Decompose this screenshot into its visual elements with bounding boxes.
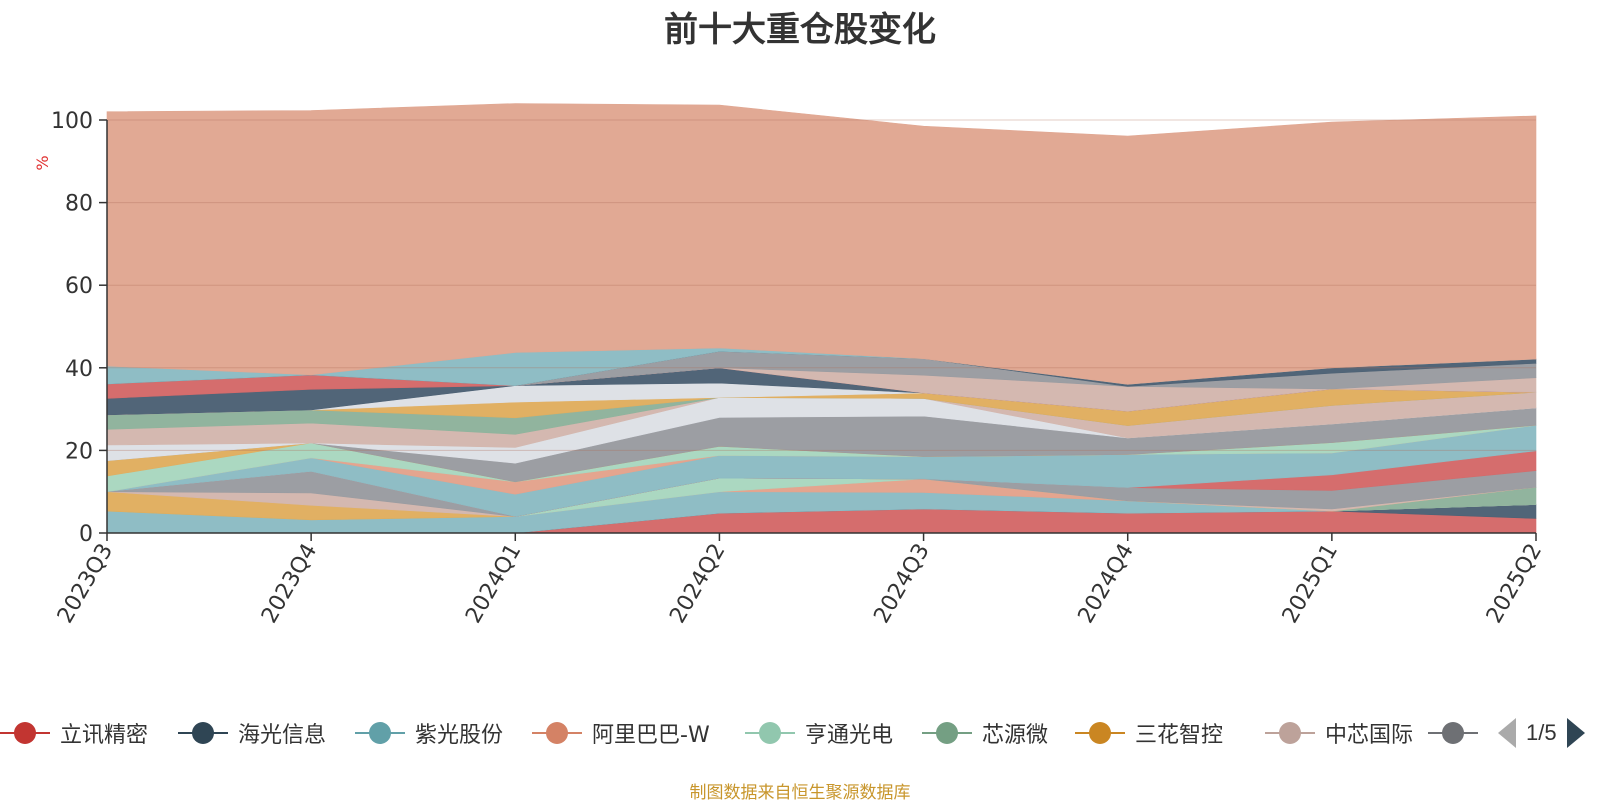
legend-page-indicator: 1/5 [1526,720,1557,745]
legend-item[interactable]: 海光信息 [178,715,326,751]
chart-title: 前十大重仓股变化 [664,10,936,50]
legend-label: 阿里巴巴-W [592,723,710,748]
x-tick-label: 2023Q3 [53,540,118,628]
x-tick-label: 2024Q1 [461,540,526,628]
legend-label: 中芯国际 [1325,723,1414,748]
legend-label: 亨通光电 [805,723,894,748]
x-tick-label: 2023Q4 [257,540,322,628]
legend-label: 三花智控 [1135,723,1224,748]
legend-next-page-icon[interactable] [1566,718,1585,748]
legend-label: 立讯精密 [60,723,149,748]
legend-label: 紫光股份 [415,723,504,748]
x-tick-label: 2025Q2 [1482,540,1547,628]
legend-item[interactable]: 三花智控 [1075,715,1223,751]
legend-label: 海光信息 [238,723,327,748]
x-tick-label: 2024Q2 [665,540,730,628]
y-tick-label: 20 [65,439,93,464]
legend: 1/5 立讯精密 海光信息 紫光股份 阿里巴巴-W 亨通光电 芯源微 三花智控 中芯国际 [0,715,1600,755]
legend-marker-icon [532,721,582,745]
x-tick-label: 2024Q4 [1074,540,1139,628]
legend-item[interactable]: 紫光股份 [355,715,503,751]
legend-item[interactable]: 立讯精密 [0,715,148,751]
y-tick-label: 80 [65,192,93,217]
area-series-layer [106,103,1537,534]
y-tick-label: 60 [65,274,93,299]
legend-item[interactable]: 亨通光电 [745,715,893,751]
legend-item[interactable]: 中芯国际 [1265,715,1413,751]
legend-item[interactable]: 芯源微 [922,715,1048,751]
y-tick-label: 100 [51,109,93,134]
legend-marker-icon [1428,721,1478,745]
legend-marker-icon [1075,721,1125,745]
legend-item[interactable]: 阿里巴巴-W [532,715,710,751]
x-tick-label: 2025Q1 [1278,540,1343,628]
y-axis-unit-label: % [33,155,52,170]
legend-marker-icon [178,721,228,745]
legend-marker-icon [0,721,50,745]
area-series-27[interactable] [106,103,1537,385]
legend-prev-page-icon[interactable] [1498,718,1516,748]
legend-marker-icon [355,721,405,745]
legend-item[interactable] [1428,715,1478,751]
legend-label: 芯源微 [982,723,1049,748]
grid-lines [107,119,1536,451]
legend-marker-icon [922,721,972,745]
legend-marker-icon [1265,721,1315,745]
y-tick-label: 0 [79,522,93,547]
x-tick-label: 2024Q3 [869,540,934,628]
legend-pager: 1/5 [1498,715,1585,751]
y-tick-label: 40 [65,357,93,382]
legend-marker-icon [745,721,795,745]
source-footnote: 制图数据来自恒生聚源数据库 [689,783,911,803]
